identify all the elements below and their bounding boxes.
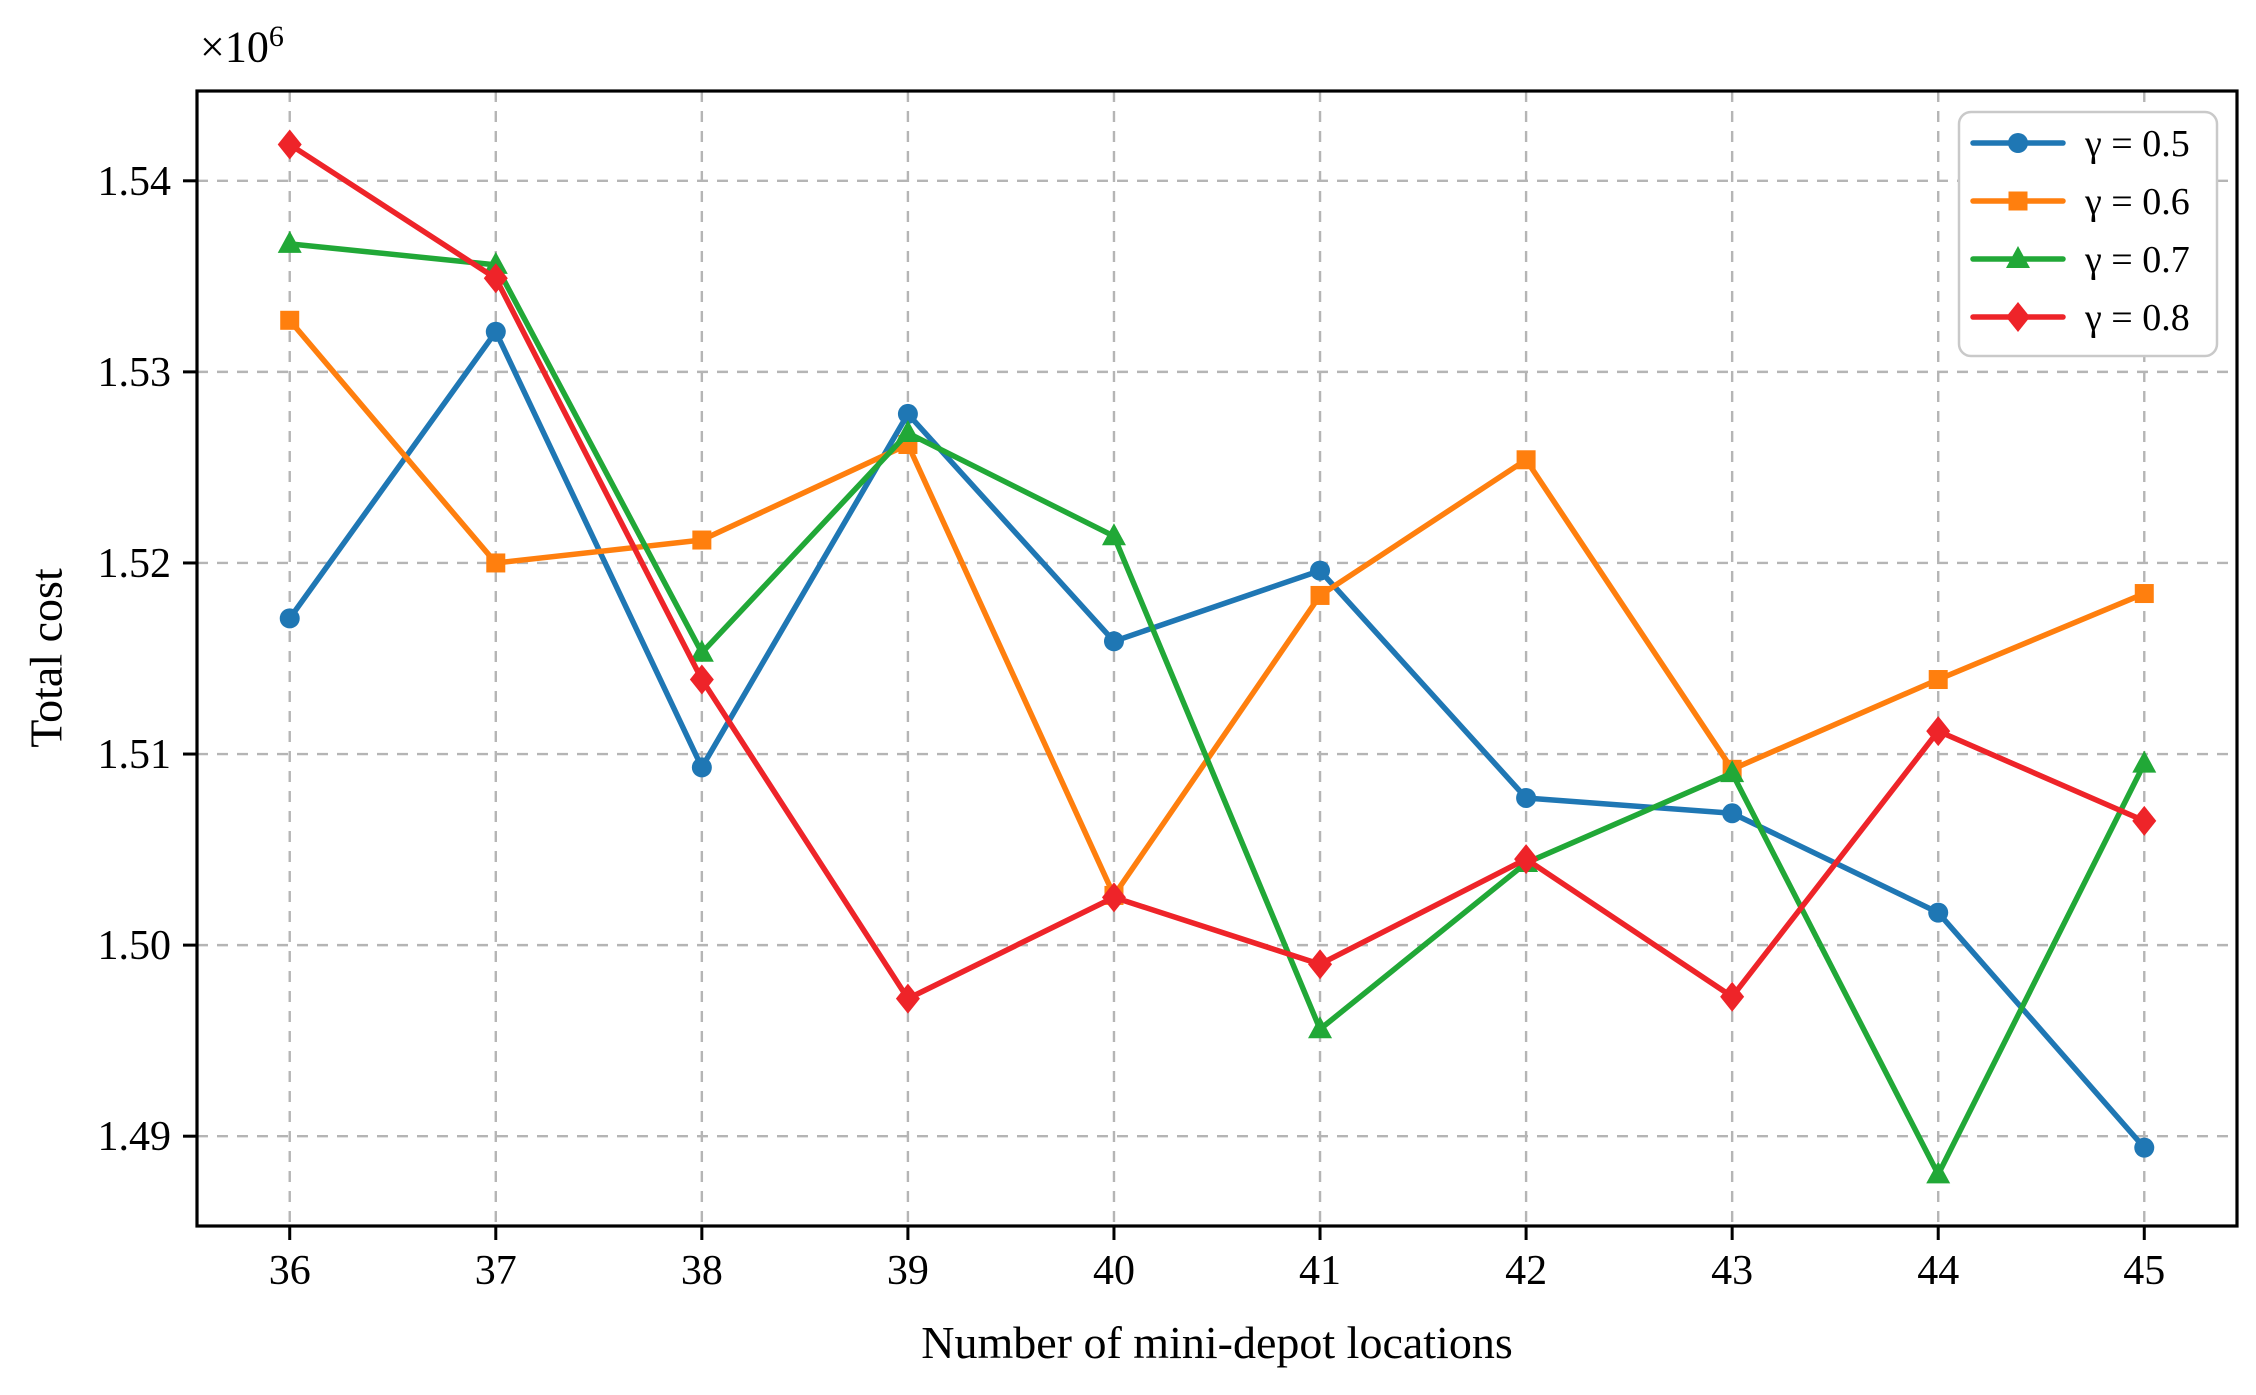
data-point-marker [1308, 1016, 1333, 1039]
series-line [286, 241, 2148, 1178]
data-point-marker [692, 530, 712, 550]
data-point-marker [483, 251, 508, 274]
legend-label: γ = 0.6 [2084, 181, 2190, 223]
x-tick-label: 43 [1711, 1248, 1753, 1294]
x-tick-label: 39 [887, 1248, 929, 1294]
x-axis-title: Number of mini-depot locations [921, 1317, 1513, 1368]
data-point-marker [486, 553, 506, 573]
legend-label: γ = 0.5 [2084, 123, 2190, 165]
y-tick-label: 1.49 [98, 1114, 172, 1160]
data-point-marker [691, 757, 712, 778]
data-point-marker [1514, 844, 1539, 875]
y-axis-ticks: 1.49 1.50 1.51 1.52 1.53 1.54 [98, 159, 197, 1160]
offset-exponent: 6 [268, 20, 284, 53]
data-point-marker [2134, 584, 2154, 604]
legend-entry-gamma-0-5: γ = 0.5 [1970, 123, 2190, 165]
data-point-marker [1516, 787, 1537, 808]
legend-label: γ = 0.7 [2084, 239, 2190, 281]
series-gamma-0-7 [277, 230, 2157, 1184]
data-point-marker [1310, 585, 1330, 605]
data-point-marker [689, 639, 714, 662]
legend-entry-gamma-0-7: γ = 0.7 [1970, 239, 2190, 281]
data-point-marker [1926, 1161, 1951, 1184]
data-point-marker [897, 403, 918, 424]
y-axis-title: Total cost [20, 568, 72, 748]
data-point-marker [2008, 191, 2028, 211]
data-point-marker [689, 664, 714, 695]
legend-entry-gamma-0-8: γ = 0.8 [1970, 297, 2190, 339]
data-point-marker [277, 129, 302, 160]
legend-entry-gamma-0-6: γ = 0.6 [1970, 181, 2190, 223]
data-point-marker [1101, 523, 1126, 546]
data-point-marker [1926, 716, 1951, 747]
data-point-marker [1720, 981, 1745, 1012]
data-point-marker [1928, 670, 1948, 690]
y-tick-label: 1.53 [98, 350, 172, 396]
data-point-marker [895, 420, 920, 443]
legend: γ = 0.5 γ = 0.6 γ = 0.7 γ = 0.8 [1957, 110, 2219, 358]
legend-label: γ = 0.8 [2084, 297, 2190, 339]
axis-offset-text: ×106 [200, 20, 284, 73]
data-point-marker [1308, 949, 1333, 980]
x-tick-label: 40 [1093, 1248, 1135, 1294]
data-point-marker [483, 263, 508, 294]
data-point-marker [277, 230, 302, 253]
x-tick-label: 41 [1299, 1248, 1341, 1294]
data-point-marker [1103, 631, 1124, 652]
data-point-marker [1310, 560, 1331, 581]
series-gamma-0-8 [277, 129, 2157, 1014]
offset-base: ×10 [200, 22, 269, 72]
data-point-marker [2132, 805, 2157, 836]
data-point-marker [2132, 750, 2157, 773]
x-tick-label: 45 [2123, 1248, 2165, 1294]
x-tick-label: 38 [681, 1248, 723, 1294]
x-tick-label: 42 [1505, 1248, 1547, 1294]
x-tick-label: 44 [1917, 1248, 1959, 1294]
data-point-marker [1722, 803, 1743, 824]
data-point-marker [2134, 1137, 2155, 1158]
y-tick-label: 1.52 [98, 541, 172, 587]
data-point-marker [2006, 302, 2030, 332]
data-point-marker [895, 983, 920, 1014]
series-line [286, 141, 2148, 1002]
y-tick-label: 1.51 [98, 732, 172, 778]
plot-border [195, 89, 2239, 1228]
data-point-marker [2006, 246, 2030, 268]
y-tick-label: 1.50 [98, 923, 172, 969]
series-gamma-0-6 [280, 310, 2154, 905]
data-point-marker [1928, 902, 1949, 923]
gridlines [197, 91, 2237, 1226]
x-axis-ticks: 36 37 38 39 40 41 42 43 44 45 [269, 1226, 2165, 1294]
series-line [286, 329, 2148, 1151]
data-point-marker [280, 310, 300, 330]
x-tick-label: 37 [475, 1248, 517, 1294]
series-line [286, 317, 2148, 899]
data-point-marker [2008, 133, 2028, 153]
data-point-marker [1720, 760, 1745, 783]
data-point-marker [279, 608, 300, 629]
series-gamma-0-5 [279, 321, 2155, 1158]
data-point-marker [1516, 450, 1536, 470]
data-point-marker [1101, 882, 1126, 913]
y-tick-label: 1.54 [98, 159, 172, 205]
x-tick-label: 36 [269, 1248, 311, 1294]
data-point-marker [485, 321, 506, 342]
legend-box [1957, 110, 2219, 358]
